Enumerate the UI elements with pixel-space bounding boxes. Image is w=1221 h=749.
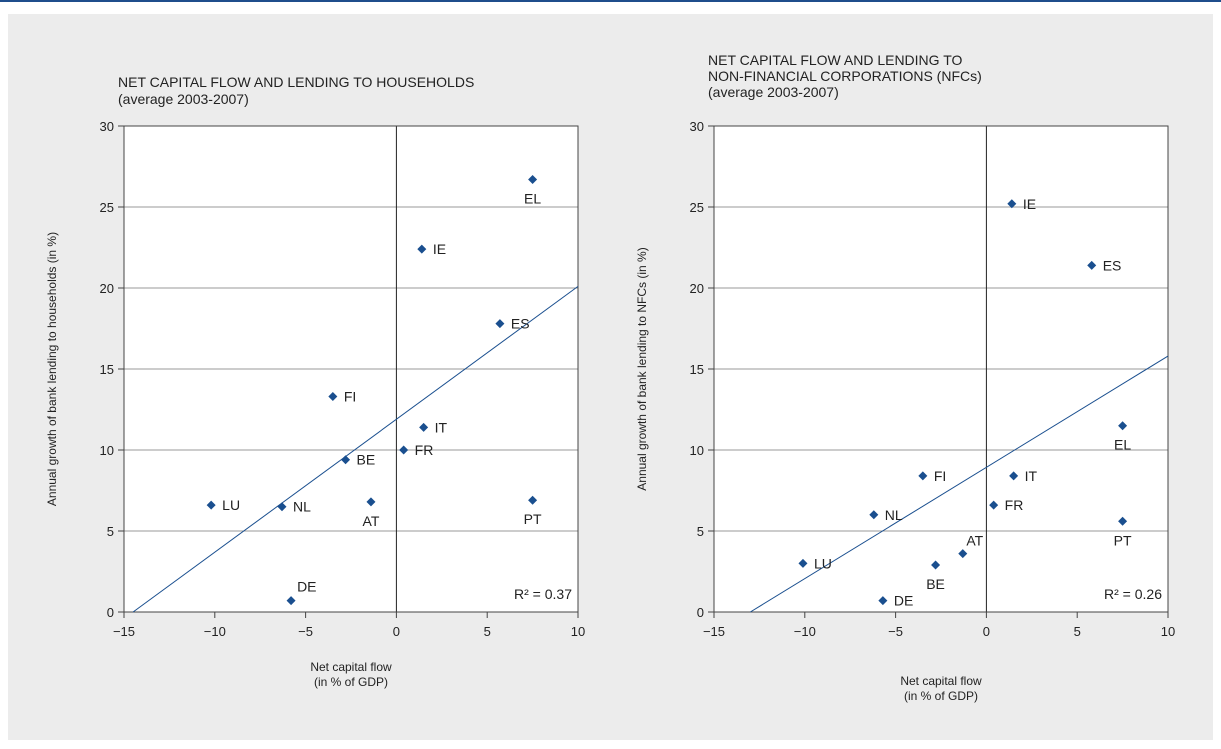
data-point-es	[1087, 260, 1097, 270]
chart-title-line: (average 2003-2007)	[708, 84, 839, 100]
point-label-be: BE	[926, 576, 945, 592]
y-axis-label: Annual growth of bank lending to househo…	[45, 232, 59, 506]
x-tick-label: 0	[983, 624, 990, 639]
data-point-el	[1118, 421, 1128, 431]
x-axis-label-line: Net capital flow	[310, 660, 392, 674]
x-tick-label: 10	[1161, 624, 1175, 639]
chart-title-line: (average 2003-2007)	[118, 91, 249, 107]
point-label-it: IT	[1025, 468, 1038, 484]
y-axis-label: Annual growth of bank lending to NFCs (i…	[635, 247, 649, 490]
point-label-fr: FR	[1005, 497, 1024, 513]
data-point-be	[931, 560, 941, 570]
y-tick-label: 10	[100, 443, 114, 458]
y-tick-label: 30	[100, 119, 114, 134]
chart-title-line: NON-FINANCIAL CORPORATIONS (NFCs)	[708, 68, 982, 84]
point-label-es: ES	[1103, 257, 1122, 273]
data-point-at	[958, 549, 968, 559]
x-tick-label: −15	[703, 624, 725, 639]
point-label-pt: PT	[1114, 532, 1132, 548]
x-axis-label-line: (in % of GDP)	[314, 675, 388, 689]
y-tick-label: 15	[690, 362, 704, 377]
y-tick-label: 5	[697, 524, 704, 539]
x-tick-label: 5	[1074, 624, 1081, 639]
data-point-be	[341, 455, 351, 465]
data-point-it	[419, 422, 429, 432]
data-point-fi	[918, 471, 928, 481]
point-label-de: DE	[297, 579, 316, 595]
point-label-at: AT	[966, 533, 983, 549]
x-tick-label: −5	[298, 624, 313, 639]
point-label-el: EL	[1114, 437, 1131, 453]
y-tick-label: 25	[690, 200, 704, 215]
x-tick-label: 10	[571, 624, 585, 639]
point-label-ie: IE	[433, 241, 446, 257]
trendline	[132, 285, 579, 613]
data-point-nl	[277, 502, 287, 512]
point-label-lu: LU	[814, 555, 832, 571]
point-label-fi: FI	[934, 468, 946, 484]
data-point-lu	[798, 558, 808, 568]
data-point-es	[495, 319, 505, 329]
data-point-pt	[1118, 516, 1128, 526]
point-label-es: ES	[511, 316, 530, 332]
y-tick-label: 20	[690, 281, 704, 296]
y-tick-label: 0	[697, 605, 704, 620]
y-tick-label: 5	[107, 524, 114, 539]
r-squared-label: R² = 0.37	[514, 586, 572, 602]
chart-title-line: NET CAPITAL FLOW AND LENDING TO HOUSEHOL…	[118, 74, 474, 90]
top-rule	[0, 0, 1221, 2]
x-tick-label: −10	[204, 624, 226, 639]
y-tick-label: 25	[100, 200, 114, 215]
point-label-fr: FR	[415, 442, 434, 458]
data-point-ie	[417, 244, 427, 254]
r-squared-label: R² = 0.26	[1104, 586, 1162, 602]
data-point-fr	[399, 445, 409, 455]
x-axis-label-line: Net capital flow	[900, 674, 982, 688]
y-tick-label: 10	[690, 443, 704, 458]
point-label-fi: FI	[344, 389, 356, 405]
point-label-ie: IE	[1023, 196, 1036, 212]
x-tick-label: −10	[794, 624, 816, 639]
point-label-nl: NL	[885, 507, 903, 523]
point-label-lu: LU	[222, 497, 240, 513]
y-tick-label: 20	[100, 281, 114, 296]
y-tick-label: 0	[107, 605, 114, 620]
point-label-el: EL	[524, 190, 541, 206]
trendline	[750, 355, 1169, 613]
data-point-it	[1009, 471, 1019, 481]
point-label-at: AT	[363, 513, 380, 529]
x-axis-label-line: (in % of GDP)	[904, 689, 978, 703]
point-label-nl: NL	[293, 499, 311, 515]
y-tick-label: 15	[100, 362, 114, 377]
data-point-pt	[528, 495, 538, 505]
x-tick-label: 0	[393, 624, 400, 639]
point-label-pt: PT	[524, 511, 542, 527]
x-tick-label: −5	[888, 624, 903, 639]
data-point-fi	[328, 392, 338, 402]
data-point-ie	[1007, 199, 1017, 209]
data-point-nl	[869, 510, 879, 520]
data-point-de	[286, 596, 296, 606]
chart-title-line: NET CAPITAL FLOW AND LENDING TO	[708, 52, 962, 68]
point-label-de: DE	[894, 593, 913, 609]
x-tick-label: 5	[484, 624, 491, 639]
y-tick-label: 30	[690, 119, 704, 134]
x-tick-label: −15	[113, 624, 135, 639]
data-point-fr	[989, 500, 999, 510]
data-point-lu	[206, 500, 216, 510]
data-point-de	[878, 596, 888, 606]
data-point-el	[528, 174, 538, 184]
data-point-at	[366, 497, 376, 507]
point-label-be: BE	[357, 452, 376, 468]
point-label-it: IT	[435, 419, 448, 435]
figure-panel: 0 5 10 15 20 25 30 −15 −10 −5 0 5 10 EL IE ES FI IT FR BE LU…	[8, 14, 1213, 740]
